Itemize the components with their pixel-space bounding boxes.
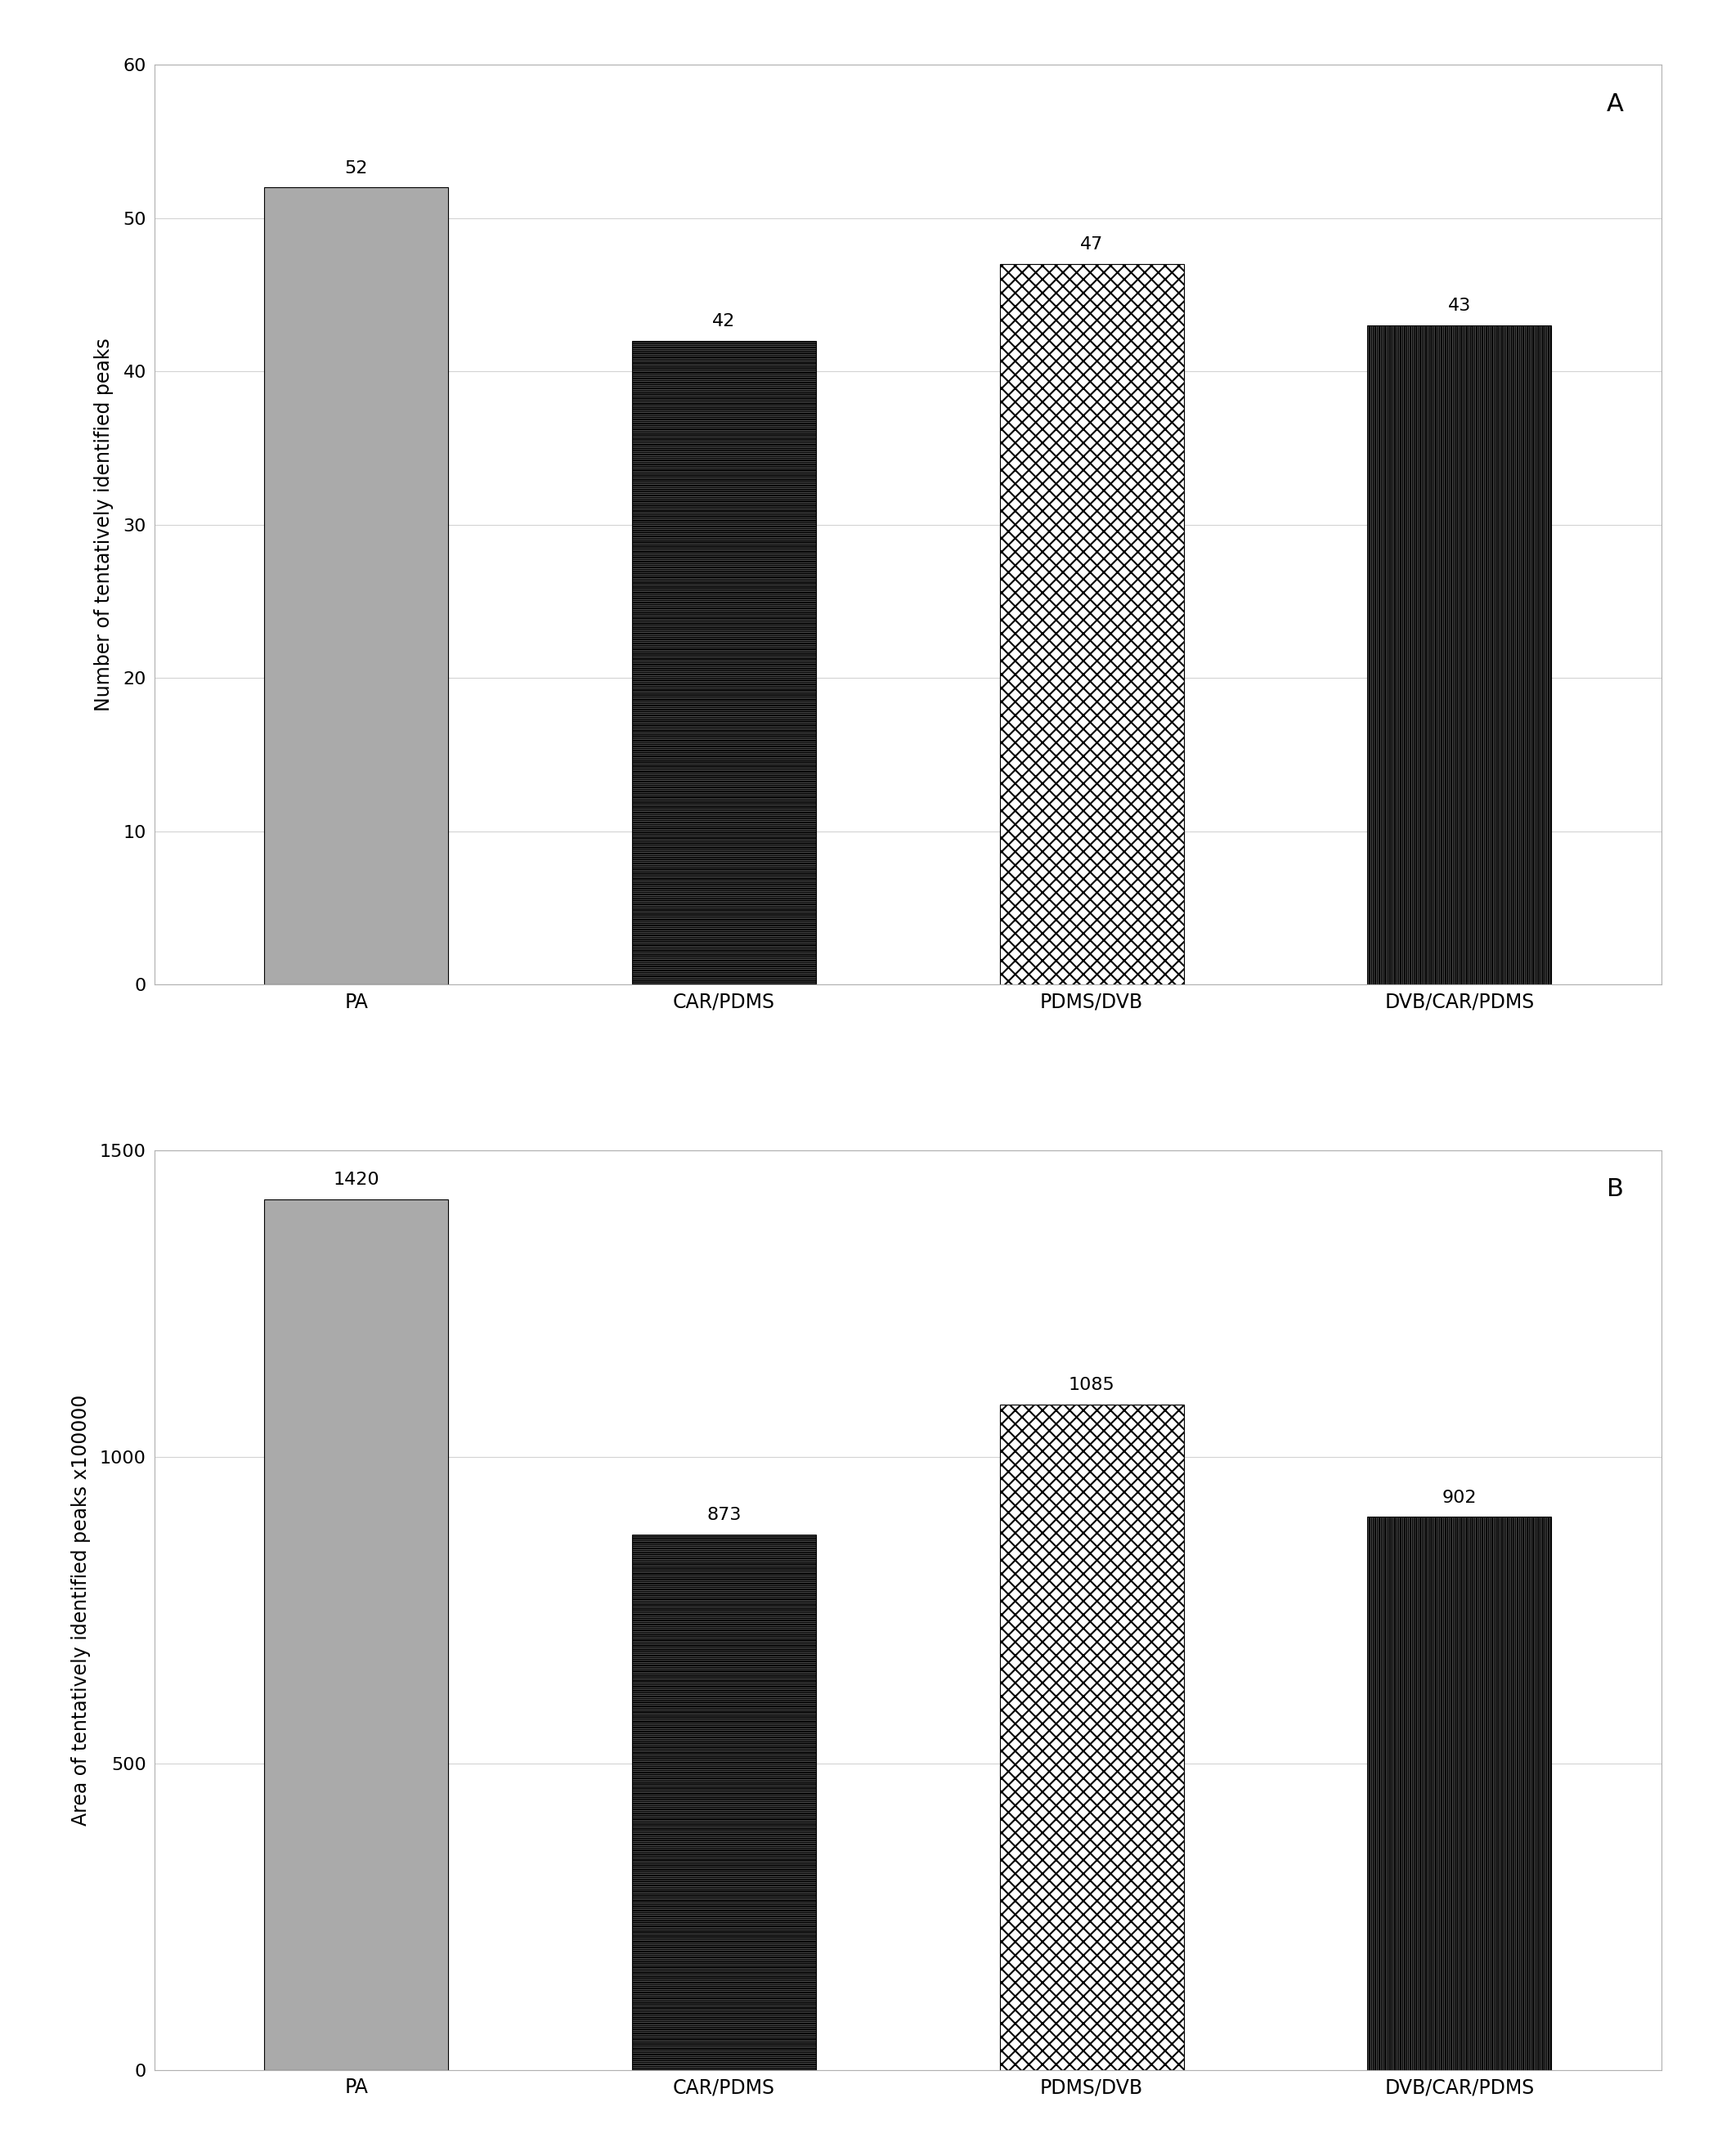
Bar xyxy=(1000,1404,1184,2070)
Bar xyxy=(632,341,815,985)
Text: 43: 43 xyxy=(1447,298,1471,315)
Text: 47: 47 xyxy=(1081,237,1103,252)
Bar xyxy=(1000,263,1184,985)
Text: 1420: 1420 xyxy=(334,1171,380,1188)
Text: 873: 873 xyxy=(707,1507,742,1524)
Text: 42: 42 xyxy=(713,313,735,330)
Text: 1085: 1085 xyxy=(1069,1378,1115,1393)
Bar xyxy=(1367,1516,1552,2070)
Text: 902: 902 xyxy=(1442,1490,1477,1505)
Bar xyxy=(264,1199,449,2070)
Y-axis label: Number of tentatively identified peaks: Number of tentatively identified peaks xyxy=(94,338,113,711)
Bar xyxy=(1000,1404,1184,2070)
Bar xyxy=(1367,326,1552,985)
Text: 52: 52 xyxy=(344,160,368,177)
Bar xyxy=(632,1535,815,2070)
Text: B: B xyxy=(1607,1177,1624,1201)
Y-axis label: Area of tentatively identified peaks x100000: Area of tentatively identified peaks x10… xyxy=(70,1395,91,1826)
Text: A: A xyxy=(1607,93,1624,116)
Bar xyxy=(1000,263,1184,985)
Bar xyxy=(264,188,449,985)
